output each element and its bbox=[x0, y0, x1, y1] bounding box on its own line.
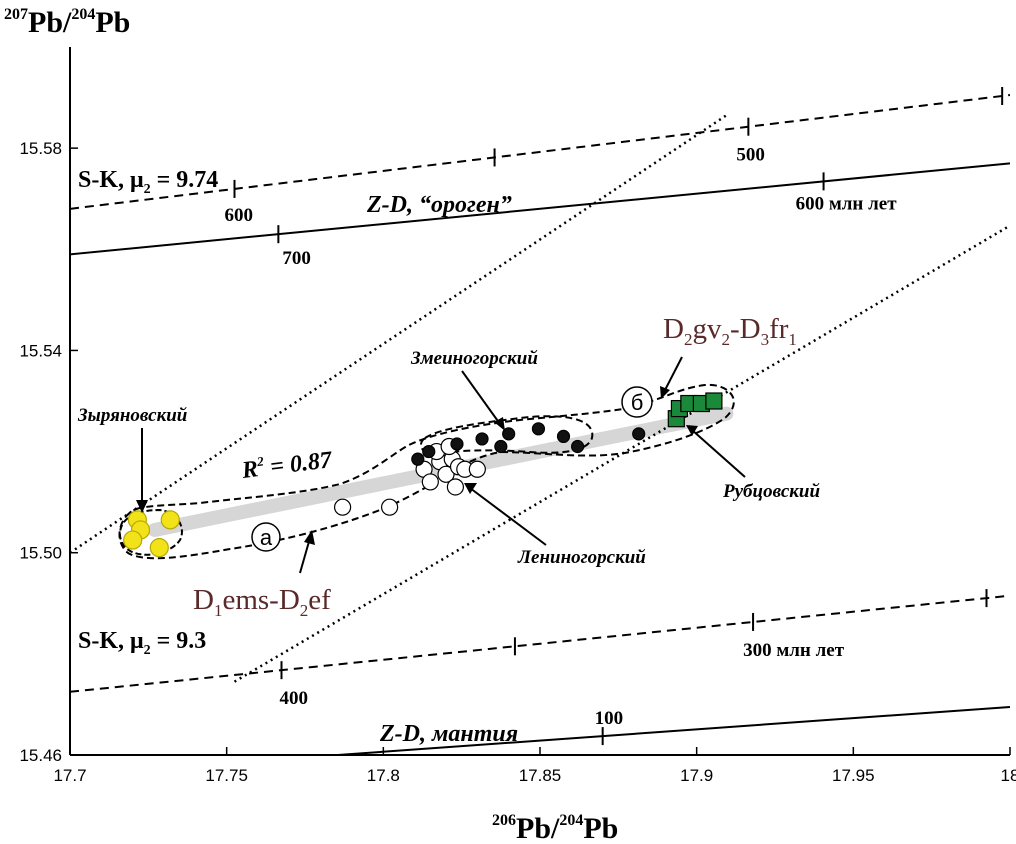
arrowhead-zmeinogorsky bbox=[494, 417, 505, 431]
data-points bbox=[123, 392, 723, 558]
label-zd-mantle: Z-D, мантия bbox=[379, 721, 518, 747]
age-tick-label: 100 bbox=[595, 708, 624, 729]
label-sk93: S-K, μ2 = 9.3 bbox=[78, 628, 206, 658]
field-b-letter: б bbox=[631, 390, 644, 415]
age-tick-label: 600 млн лет bbox=[796, 193, 898, 214]
arrowhead-zyryanovsky bbox=[136, 500, 148, 513]
x-tick-label: 18 bbox=[1001, 766, 1016, 785]
data-point bbox=[422, 444, 436, 459]
x-tick-label: 17.75 bbox=[205, 766, 248, 785]
arrowhead-leninogorsky bbox=[464, 483, 477, 494]
x-tick-label: 17.95 bbox=[832, 766, 875, 785]
y-tick-label: 15.54 bbox=[19, 341, 62, 360]
data-point bbox=[570, 439, 585, 454]
label-zyryanovsky: Зыряновский bbox=[77, 405, 187, 426]
y-tick-label: 15.46 bbox=[19, 746, 62, 765]
data-point bbox=[450, 437, 464, 451]
reference-line bbox=[70, 594, 1010, 693]
y-tick-label: 15.50 bbox=[19, 544, 62, 563]
data-point bbox=[421, 473, 439, 491]
x-tick-label: 17.85 bbox=[519, 766, 562, 785]
data-point bbox=[334, 498, 352, 516]
label-leninogorsky: Лениногорский bbox=[517, 547, 646, 568]
age-label-high: D2gv2-D3fr1 bbox=[663, 313, 797, 349]
x-axis-label: 206Pb/204Pb bbox=[492, 812, 618, 844]
data-point bbox=[475, 432, 489, 446]
arrow-rubtsovsky bbox=[691, 429, 746, 478]
data-point bbox=[531, 422, 546, 436]
label-rubtsovsky: Рубцовский bbox=[722, 481, 820, 502]
data-point bbox=[502, 427, 516, 441]
label-zmeinogorsky: Змеиногорский bbox=[410, 348, 538, 369]
data-point bbox=[446, 478, 464, 496]
age-tick-labels: 700 600 млн лет 600 500 400 300 млн лет 100 bbox=[225, 145, 898, 729]
data-point bbox=[494, 439, 508, 454]
field-a-marker bbox=[251, 522, 281, 552]
data-point bbox=[381, 498, 399, 516]
data-point bbox=[468, 460, 486, 478]
arrowhead-field-a bbox=[304, 530, 315, 545]
age-tick-label: 500 bbox=[736, 145, 765, 166]
data-point bbox=[556, 429, 571, 443]
field-a-letter: а bbox=[260, 525, 273, 550]
data-point bbox=[123, 530, 143, 550]
point-rubtsovsky bbox=[705, 392, 723, 410]
label-sk974: S-K, μ2 = 9.74 bbox=[78, 167, 218, 197]
y-tick-label: 15.58 bbox=[19, 139, 62, 158]
x-tick-label: 17.8 bbox=[367, 766, 400, 785]
label-zd-orogen: Z-D, “ороген” bbox=[366, 192, 512, 218]
arrow-field-b bbox=[663, 356, 683, 393]
field-zyr-outline bbox=[119, 508, 183, 556]
reference-line bbox=[70, 162, 1010, 256]
reference-line bbox=[233, 225, 1010, 683]
data-point bbox=[632, 427, 646, 441]
data-point bbox=[149, 538, 169, 558]
y-axis-label: 207Pb/204Pb bbox=[4, 6, 130, 39]
age-label-low: D1ems-D2ef bbox=[193, 584, 331, 620]
y-ticks: 15.46 15.50 15.54 15.58 bbox=[19, 139, 78, 765]
arrowhead-field-b bbox=[660, 386, 670, 399]
data-point bbox=[411, 452, 425, 466]
age-tick-label: 700 bbox=[282, 248, 311, 269]
arrowhead-rubtsovsky bbox=[686, 425, 698, 436]
reference-lines bbox=[70, 86, 1010, 755]
reference-line bbox=[337, 705, 1010, 755]
field-b-marker bbox=[621, 386, 653, 418]
x-tick-label: 17.7 bbox=[53, 766, 86, 785]
data-point bbox=[437, 465, 455, 483]
reference-line bbox=[70, 94, 1010, 210]
data-point bbox=[160, 510, 180, 530]
age-tick-label: 400 bbox=[280, 688, 309, 709]
arrow-field-a bbox=[299, 537, 311, 574]
x-tick-label: 17.9 bbox=[680, 766, 713, 785]
age-tick-label: 300 млн лет bbox=[743, 640, 845, 661]
trend-r2-label: R2 = 0.87 bbox=[239, 445, 334, 484]
age-tick-label: 600 bbox=[225, 205, 254, 226]
arrow-leninogorsky bbox=[469, 487, 547, 546]
arrow-zmeinogorsky bbox=[461, 370, 501, 425]
x-ticks: 17.7 17.75 17.8 17.85 17.9 17.95 18 bbox=[53, 747, 1016, 785]
